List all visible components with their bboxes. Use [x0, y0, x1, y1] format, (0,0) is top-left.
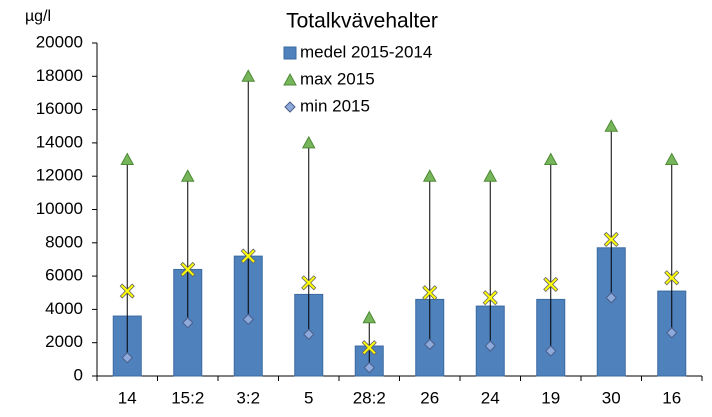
max-marker — [664, 152, 679, 166]
x-tick-label: 19 — [541, 388, 560, 407]
max-marker — [120, 152, 135, 166]
x-marker — [603, 231, 619, 248]
min-marker — [424, 338, 436, 351]
x-tick-label: 28:2 — [353, 388, 386, 407]
legend-swatch — [284, 101, 296, 113]
legend-label: max 2015 — [300, 69, 375, 88]
x-marker — [422, 285, 438, 301]
legend-box — [268, 39, 472, 123]
max-marker — [301, 135, 316, 149]
x-tick-label: 5 — [304, 388, 313, 407]
x-tick-label: 30 — [602, 388, 621, 407]
min-marker — [666, 327, 678, 339]
x-marker — [664, 270, 680, 286]
y-tick-label: 20000 — [36, 32, 83, 51]
y-tick-label: 14000 — [36, 132, 83, 151]
legend-label: min 2015 — [300, 96, 370, 115]
x-tick-label: 26 — [420, 388, 439, 407]
y-tick-label: 4000 — [45, 299, 83, 318]
x-marker — [482, 290, 498, 306]
min-marker — [303, 328, 315, 341]
legend-swatch — [283, 72, 297, 86]
min-marker — [363, 361, 375, 374]
legend-label: medel 2015-2014 — [300, 42, 432, 61]
y-tick-label: 10000 — [36, 199, 83, 218]
y-axis-label: µg/l — [25, 8, 51, 25]
max-marker — [483, 169, 498, 182]
x-marker — [301, 275, 317, 291]
chart-title: Totalkvävehalter — [286, 10, 438, 33]
min-marker — [242, 313, 254, 326]
x-tick-label: 15:2 — [171, 388, 204, 407]
min-marker — [121, 351, 133, 364]
y-tick-label: 12000 — [36, 166, 83, 185]
min-marker — [605, 292, 617, 304]
y-tick-label: 16000 — [36, 99, 83, 118]
x-marker — [543, 276, 559, 292]
min-marker — [484, 340, 496, 352]
min-marker — [545, 345, 557, 357]
y-tick-label: 2000 — [45, 332, 83, 351]
y-tick-label: 18000 — [36, 66, 83, 85]
max-marker — [241, 69, 256, 82]
min-marker — [182, 317, 194, 329]
legend-swatch — [283, 46, 297, 60]
x-tick-label: 24 — [481, 388, 500, 407]
max-marker — [604, 119, 619, 132]
x-tick-label: 3:2 — [236, 388, 260, 407]
x-tick-label: 16 — [662, 388, 681, 407]
max-marker — [422, 169, 437, 182]
max-marker — [180, 169, 195, 182]
x-marker — [240, 248, 256, 264]
x-tick-label: 14 — [118, 388, 137, 407]
x-marker — [361, 340, 377, 356]
y-tick-label: 0 — [74, 365, 83, 384]
y-tick-label: 6000 — [45, 266, 83, 285]
max-marker — [543, 152, 558, 166]
max-marker — [362, 310, 377, 324]
x-marker — [180, 261, 196, 278]
x-marker — [119, 283, 135, 299]
y-tick-label: 8000 — [45, 232, 83, 251]
